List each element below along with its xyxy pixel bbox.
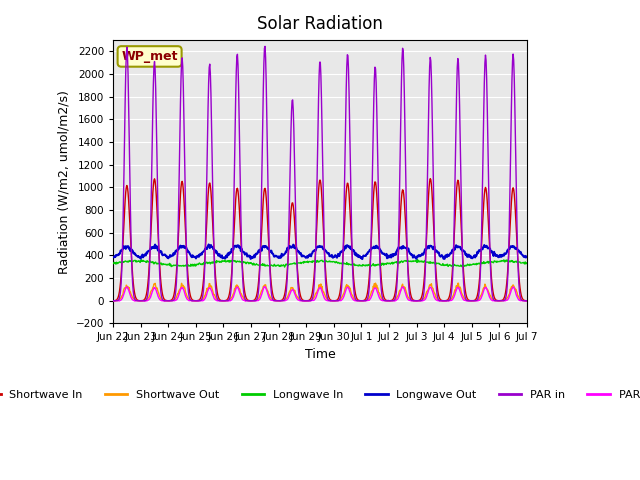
Title: Solar Radiation: Solar Radiation <box>257 15 383 33</box>
X-axis label: Time: Time <box>305 348 335 361</box>
Legend: Shortwave In, Shortwave Out, Longwave In, Longwave Out, PAR in, PAR out: Shortwave In, Shortwave Out, Longwave In… <box>0 385 640 405</box>
Text: WP_met: WP_met <box>122 50 178 63</box>
Y-axis label: Radiation (W/m2, umol/m2/s): Radiation (W/m2, umol/m2/s) <box>57 90 70 274</box>
